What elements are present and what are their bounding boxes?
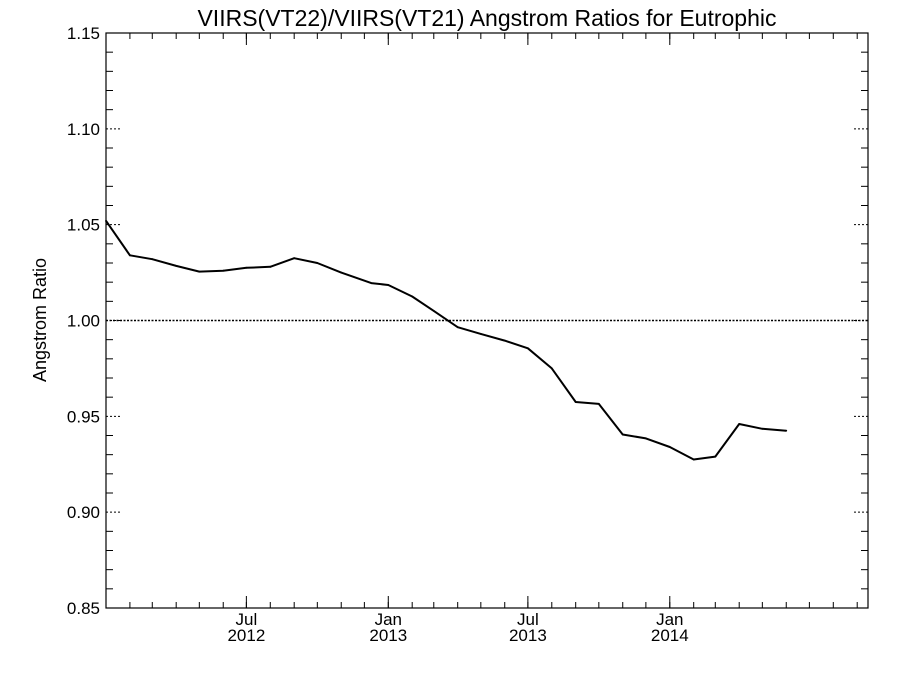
y-axis-label: Angstrom Ratio (30, 258, 50, 382)
x-tick-year-label: 2013 (509, 626, 547, 645)
data-point (387, 284, 389, 286)
data-point (245, 267, 247, 269)
data-point (504, 340, 506, 342)
y-tick-label: 1.15 (67, 24, 100, 43)
data-point (269, 266, 271, 268)
x-tick-year-label: 2013 (369, 626, 407, 645)
data-point (738, 423, 740, 425)
data-point (370, 282, 372, 284)
chart: VIIRS(VT22)/VIIRS(VT21) Angstrom Ratios … (0, 0, 900, 675)
data-point (293, 257, 295, 259)
chart-title: VIIRS(VT22)/VIIRS(VT21) Angstrom Ratios … (197, 5, 776, 31)
data-point (175, 265, 177, 267)
data-point (598, 403, 600, 405)
data-point (198, 271, 200, 273)
data-point (480, 333, 482, 335)
data-point (645, 437, 647, 439)
y-tick-label: 0.90 (67, 503, 100, 522)
data-point (575, 401, 577, 403)
data-point (551, 368, 553, 370)
data-point (714, 456, 716, 458)
data-point (527, 347, 529, 349)
data-point (151, 258, 153, 260)
data-point (761, 428, 763, 430)
data-point (340, 272, 342, 274)
data-point (411, 296, 413, 298)
x-tick-year-label: 2012 (227, 626, 265, 645)
data-point (457, 326, 459, 328)
data-point (433, 310, 435, 312)
x-tick-year-label: 2014 (651, 626, 689, 645)
y-tick-label: 1.00 (67, 312, 100, 331)
data-point (316, 262, 318, 264)
data-point (622, 434, 624, 436)
data-point (785, 430, 787, 432)
y-tick-label: 1.05 (67, 216, 100, 235)
series-group (105, 220, 787, 460)
data-point (669, 446, 671, 448)
y-tick-label: 1.10 (67, 120, 100, 139)
y-tick-label: 0.95 (67, 407, 100, 426)
y-tick-label: 0.85 (67, 599, 100, 618)
data-point (129, 254, 131, 256)
data-point (693, 459, 695, 461)
series-line (106, 221, 786, 460)
data-point (222, 270, 224, 272)
